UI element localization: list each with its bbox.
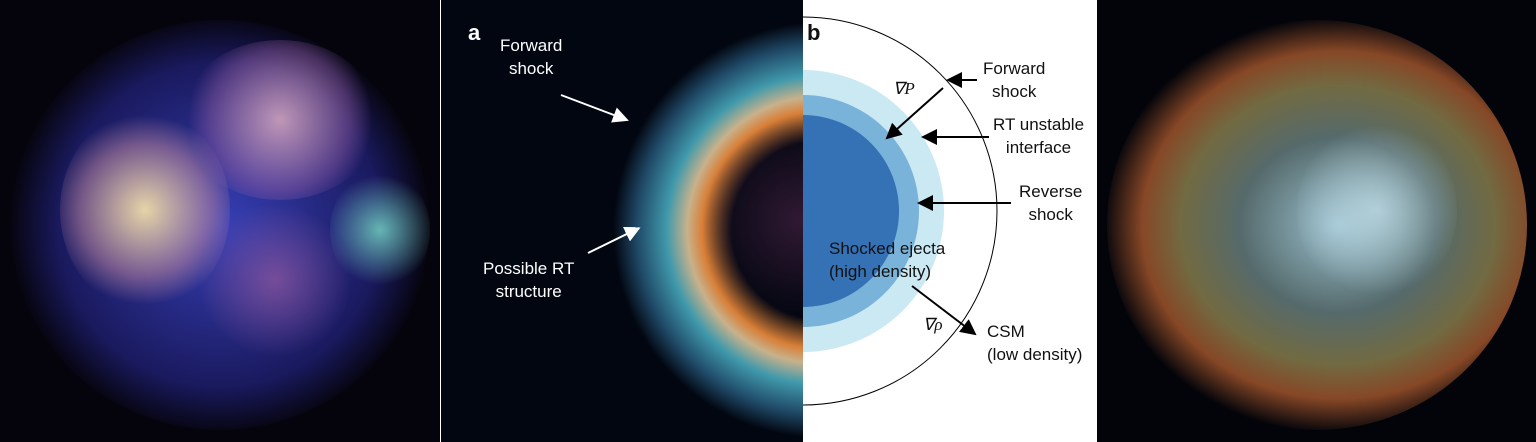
grad-rho-arrow [911,285,977,336]
forward-shock-boundary [803,16,998,406]
panel-b-letter: b [807,20,821,45]
cassiopeia-a-image [0,0,440,442]
grad-rho-label: ∇ρ [923,315,943,334]
grad-p-arrow [885,87,944,140]
grad-p-label: ∇P [893,79,915,98]
forward-shock-label: Forward shock [500,36,563,78]
rt-structure-arrow [587,226,641,254]
rt-interface-label: RT unstable interface [993,115,1085,157]
crab-nebula-image [1097,0,1536,442]
ejecta-core [803,115,899,307]
csm-label: CSM (low density) [987,322,1083,364]
panel-a-image: a Forward shock Possible RT structure [441,0,803,442]
panel-a-letter: a [468,20,481,45]
possible-rt-label: Possible RT structure [483,259,575,301]
forward-shock-arrow [560,94,629,123]
reverse-shock-label: Reverse shock [1019,182,1083,224]
panel-b-diagram: b Forward shock RT unstable interface Reve… [803,0,1096,442]
forward-shock-label: Forward shock [983,59,1046,101]
ejecta-label: Shocked ejecta (high density) [829,239,946,281]
